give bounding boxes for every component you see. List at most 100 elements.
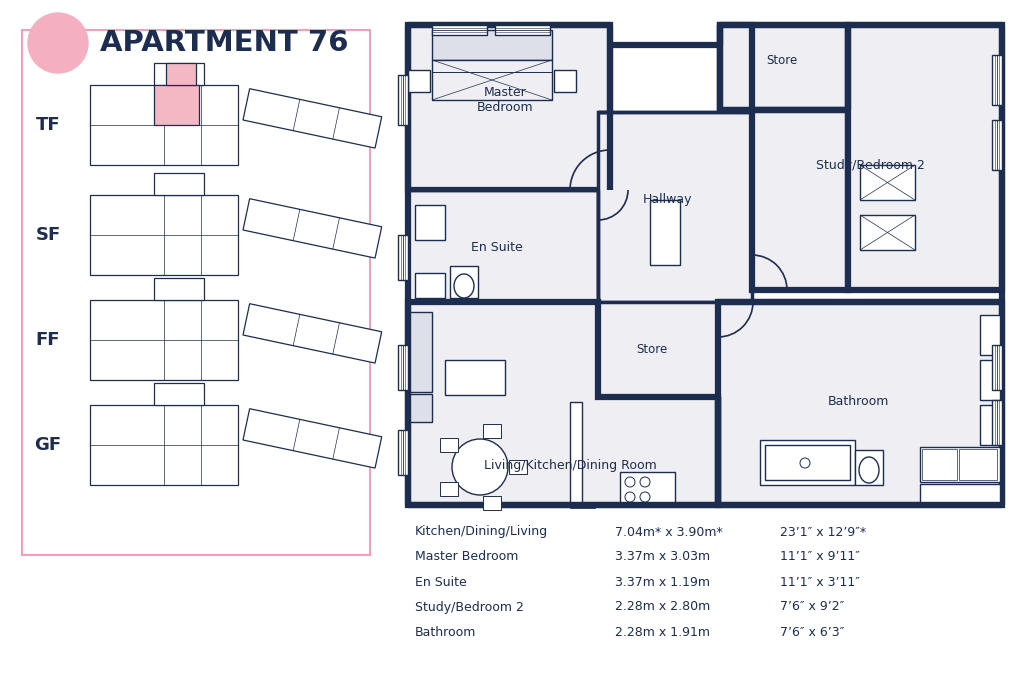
Bar (482, 424, 500, 438)
Text: 2.28m x 1.91m: 2.28m x 1.91m (614, 626, 709, 639)
Bar (440, 482, 458, 496)
Polygon shape (719, 25, 847, 290)
Text: En Suite: En Suite (471, 241, 523, 254)
Circle shape (639, 477, 649, 487)
Text: Living/Kitchen/Dining Room: Living/Kitchen/Dining Room (483, 458, 656, 471)
Bar (397, 345, 408, 390)
Text: Bathroom: Bathroom (415, 626, 476, 639)
Bar (570, 502, 594, 508)
Bar (991, 400, 1001, 445)
Bar (440, 438, 458, 452)
FancyBboxPatch shape (22, 30, 370, 555)
Text: SF: SF (36, 226, 60, 244)
Text: FF: FF (36, 331, 60, 349)
Bar (410, 312, 432, 392)
Bar (408, 70, 430, 92)
Text: 3.37m x 3.03m: 3.37m x 3.03m (614, 551, 709, 564)
Text: 7’6″ x 9’2″: 7’6″ x 9’2″ (780, 600, 844, 613)
Bar (991, 120, 1001, 170)
Text: Master Bedroom: Master Bedroom (415, 551, 518, 564)
Bar (482, 496, 500, 510)
Bar (415, 205, 444, 240)
Bar (991, 55, 1001, 105)
Bar (154, 173, 204, 195)
Bar (854, 450, 882, 485)
Text: APARTMENT 76: APARTMENT 76 (100, 29, 348, 57)
Bar (154, 383, 204, 405)
Bar (90, 195, 237, 275)
Bar (154, 85, 199, 125)
Text: Study/Bedroom 2: Study/Bedroom 2 (415, 600, 524, 613)
Text: 2.28m x 2.80m: 2.28m x 2.80m (614, 600, 709, 613)
Text: Bathroom: Bathroom (826, 396, 888, 409)
Text: 7.04m* x 3.90m*: 7.04m* x 3.90m* (614, 526, 722, 539)
Polygon shape (408, 25, 609, 190)
Text: 3.37m x 1.19m: 3.37m x 1.19m (614, 575, 709, 588)
Polygon shape (243, 409, 381, 468)
Bar (397, 430, 408, 475)
Bar (553, 70, 576, 92)
Bar (432, 25, 486, 35)
Text: GF: GF (35, 436, 61, 454)
Ellipse shape (453, 274, 474, 298)
Text: 23’1″ x 12’9″*: 23’1″ x 12’9″* (780, 526, 865, 539)
Bar (991, 345, 1001, 390)
Polygon shape (243, 304, 381, 363)
Bar (494, 25, 549, 35)
Bar (154, 278, 204, 300)
Text: 11’1″ x 9’11″: 11’1″ x 9’11″ (780, 551, 859, 564)
Bar (508, 460, 527, 474)
Bar (90, 85, 237, 165)
Ellipse shape (858, 457, 878, 483)
Polygon shape (719, 25, 847, 110)
Polygon shape (408, 302, 717, 505)
Bar (759, 440, 854, 485)
Bar (397, 235, 408, 280)
Circle shape (28, 13, 88, 73)
Bar (415, 273, 444, 298)
Circle shape (799, 458, 809, 468)
Text: 11’1″ x 3’11″: 11’1″ x 3’11″ (780, 575, 859, 588)
Bar (570, 402, 582, 502)
Polygon shape (243, 199, 381, 258)
Bar (397, 75, 408, 125)
Text: 7’6″ x 6’3″: 7’6″ x 6’3″ (780, 626, 844, 639)
Bar (859, 215, 914, 250)
Bar (979, 315, 999, 355)
Bar (919, 447, 999, 482)
Polygon shape (243, 88, 381, 148)
Polygon shape (408, 190, 597, 302)
Bar (166, 63, 196, 85)
Bar (432, 60, 551, 100)
Bar (432, 30, 551, 60)
Bar (921, 449, 956, 480)
Bar (764, 445, 849, 480)
Bar (410, 394, 432, 422)
Text: Hallway: Hallway (643, 194, 692, 207)
Polygon shape (717, 302, 1001, 505)
Text: TF: TF (36, 116, 60, 134)
Text: Store: Store (636, 343, 667, 356)
Bar (979, 360, 999, 400)
Text: Study/Bedroom 2: Study/Bedroom 2 (815, 158, 923, 171)
Circle shape (625, 477, 635, 487)
Bar (154, 63, 204, 85)
Circle shape (639, 492, 649, 502)
Text: Kitchen/Dining/Living: Kitchen/Dining/Living (415, 526, 547, 539)
Bar (90, 405, 237, 485)
Bar (90, 300, 237, 380)
Bar (859, 165, 914, 200)
Bar (958, 449, 996, 480)
Polygon shape (597, 112, 751, 302)
Circle shape (625, 492, 635, 502)
Bar (979, 405, 999, 445)
Bar (620, 472, 675, 502)
Polygon shape (847, 25, 1001, 290)
Bar (449, 266, 478, 298)
Polygon shape (597, 302, 717, 397)
Text: Master
Bedroom: Master Bedroom (476, 86, 533, 114)
Bar (444, 360, 504, 395)
Circle shape (451, 439, 507, 495)
Bar (649, 200, 680, 265)
Bar (919, 484, 999, 502)
